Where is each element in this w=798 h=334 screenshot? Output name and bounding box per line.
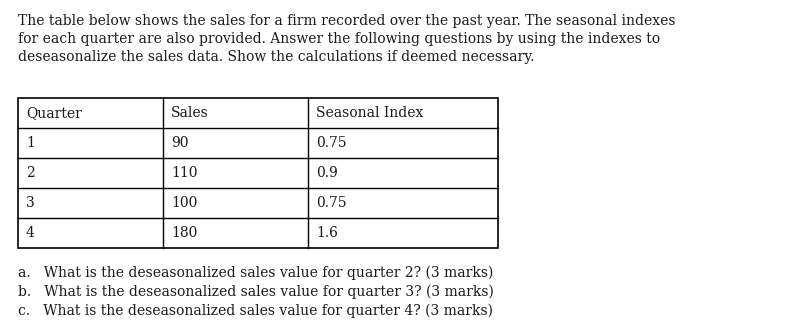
Text: 0.75: 0.75 (316, 136, 346, 150)
Text: 180: 180 (171, 226, 197, 240)
Text: 1.6: 1.6 (316, 226, 338, 240)
Text: deseasonalize the sales data. Show the calculations if deemed necessary.: deseasonalize the sales data. Show the c… (18, 50, 535, 64)
Text: 110: 110 (171, 166, 197, 180)
Text: c.   What is the deseasonalized sales value for quarter 4? (3 marks): c. What is the deseasonalized sales valu… (18, 304, 493, 318)
Text: Seasonal Index: Seasonal Index (316, 106, 424, 120)
Text: b.   What is the deseasonalized sales value for quarter 3? (3 marks): b. What is the deseasonalized sales valu… (18, 285, 494, 299)
Text: 2: 2 (26, 166, 35, 180)
Text: a.   What is the deseasonalized sales value for quarter 2? (3 marks): a. What is the deseasonalized sales valu… (18, 266, 493, 280)
Text: 4: 4 (26, 226, 35, 240)
Text: 100: 100 (171, 196, 197, 210)
Text: 0.9: 0.9 (316, 166, 338, 180)
Text: 90: 90 (171, 136, 188, 150)
Text: for each quarter are also provided. Answer the following questions by using the : for each quarter are also provided. Answ… (18, 32, 660, 46)
Bar (18, 98, 498, 248)
Text: 1: 1 (26, 136, 35, 150)
Text: 0.75: 0.75 (316, 196, 346, 210)
Text: Sales: Sales (171, 106, 209, 120)
Text: 3: 3 (26, 196, 35, 210)
Text: The table below shows the sales for a firm recorded over the past year. The seas: The table below shows the sales for a fi… (18, 14, 675, 28)
Text: Quarter: Quarter (26, 106, 82, 120)
